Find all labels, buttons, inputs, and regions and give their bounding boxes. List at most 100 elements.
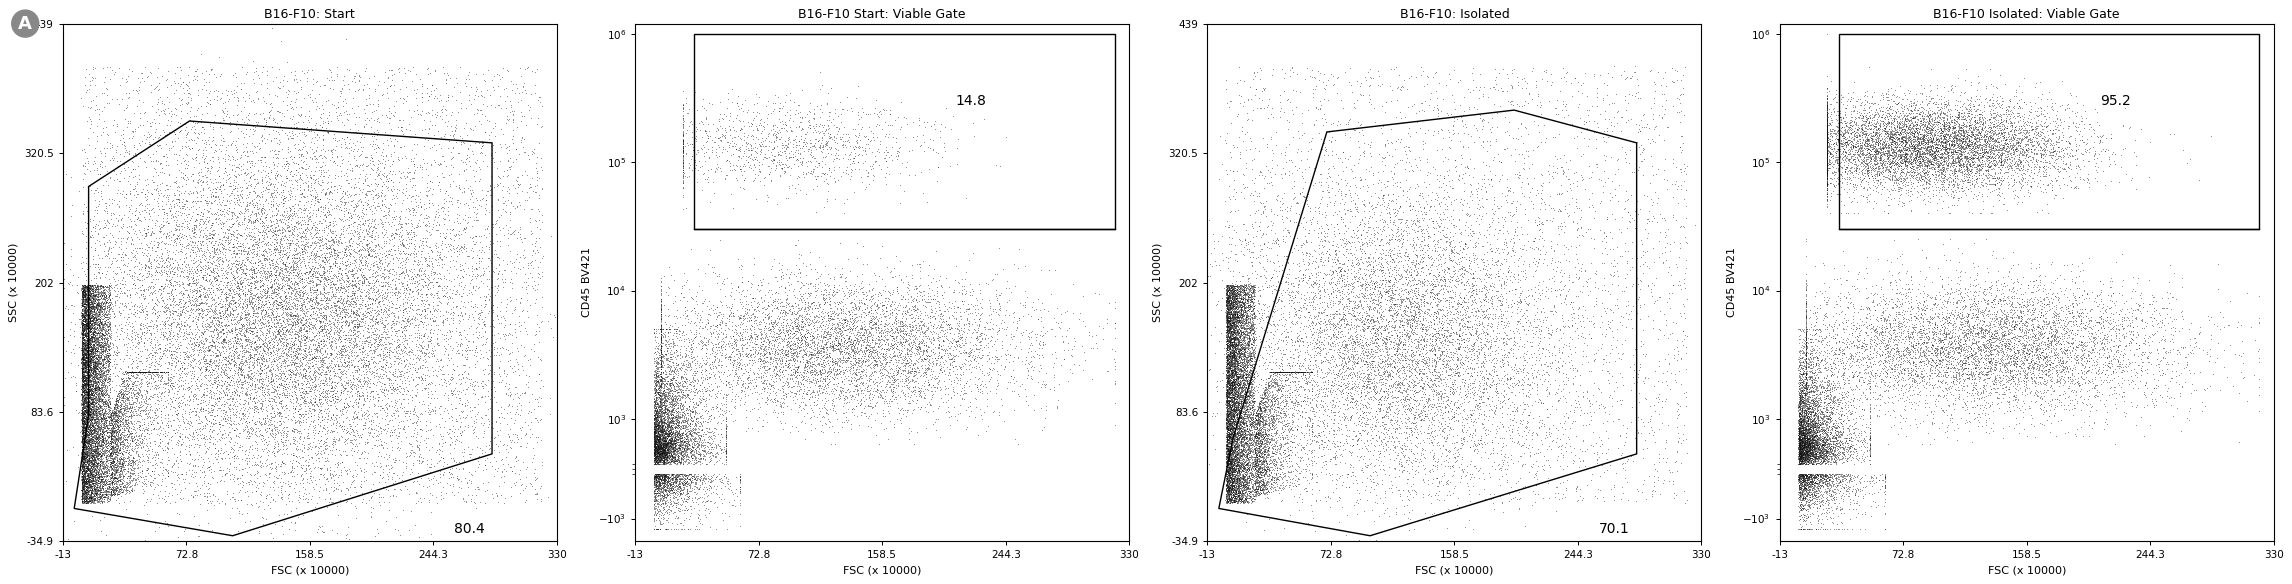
Point — [493, 309, 529, 318]
Point — [2122, 307, 2159, 316]
Point — [156, 178, 193, 187]
Point — [1210, 484, 1247, 493]
Point — [995, 365, 1031, 374]
Point — [1423, 356, 1460, 365]
Point — [1987, 342, 2024, 351]
Point — [1400, 288, 1437, 297]
Point — [66, 357, 103, 366]
Point — [87, 340, 124, 349]
Point — [1423, 215, 1460, 225]
Point — [949, 355, 986, 364]
Point — [1229, 376, 1265, 385]
Point — [635, 447, 672, 457]
Point — [1240, 408, 1277, 418]
Point — [254, 287, 291, 297]
Point — [1785, 481, 1822, 491]
Point — [1570, 274, 1607, 284]
Point — [1882, 130, 1918, 140]
Point — [183, 378, 220, 387]
Point — [722, 476, 759, 485]
Point — [94, 477, 131, 486]
Point — [87, 398, 124, 408]
Point — [1831, 378, 1868, 388]
Point — [183, 433, 220, 443]
Point — [66, 308, 103, 318]
Point — [1831, 440, 1868, 449]
Point — [158, 176, 195, 186]
Point — [1233, 287, 1270, 296]
Point — [1497, 144, 1533, 153]
Point — [1852, 349, 1889, 359]
Point — [1226, 433, 1263, 442]
Point — [335, 93, 371, 103]
Point — [1224, 290, 1261, 300]
Point — [231, 289, 268, 298]
Point — [165, 385, 202, 394]
Point — [637, 479, 674, 489]
Point — [1850, 134, 1886, 143]
Point — [908, 369, 944, 378]
Point — [1217, 356, 1254, 365]
Point — [644, 426, 681, 436]
Point — [1893, 144, 1930, 153]
Point — [307, 479, 344, 489]
Point — [1781, 444, 1818, 453]
Point — [1375, 249, 1412, 258]
Point — [83, 395, 119, 404]
Point — [87, 371, 124, 380]
Point — [176, 154, 213, 163]
Point — [1263, 329, 1300, 338]
Point — [635, 423, 672, 432]
Point — [76, 472, 112, 481]
Point — [1210, 460, 1247, 469]
Point — [1788, 313, 1824, 322]
Point — [1224, 427, 1261, 437]
Point — [1394, 359, 1430, 369]
Point — [667, 474, 704, 484]
Point — [1336, 397, 1373, 406]
Point — [1533, 436, 1570, 446]
Point — [229, 459, 266, 468]
Point — [266, 274, 303, 284]
Point — [850, 373, 887, 383]
Point — [1802, 459, 1838, 468]
Point — [688, 459, 724, 468]
Point — [101, 457, 138, 466]
Point — [2017, 347, 2054, 357]
Point — [1247, 466, 1284, 475]
Point — [332, 376, 369, 385]
Point — [635, 435, 672, 444]
Point — [351, 406, 387, 416]
Point — [1462, 265, 1499, 274]
Point — [642, 310, 678, 319]
Point — [1785, 325, 1822, 335]
Point — [1916, 175, 1953, 184]
Point — [1222, 436, 1258, 445]
Point — [1494, 378, 1531, 388]
Point — [176, 490, 213, 499]
Point — [1405, 336, 1442, 346]
Point — [1964, 163, 2001, 172]
Point — [337, 383, 374, 392]
Point — [181, 230, 218, 239]
Point — [69, 477, 105, 486]
Point — [213, 326, 250, 336]
Point — [1948, 415, 1985, 425]
Point — [1215, 408, 1251, 417]
Point — [642, 316, 678, 325]
Point — [1891, 116, 1928, 125]
Point — [1540, 395, 1577, 405]
Point — [841, 327, 878, 336]
Point — [678, 446, 715, 456]
Point — [92, 474, 128, 483]
Point — [442, 413, 479, 422]
Point — [435, 224, 472, 234]
Point — [853, 161, 889, 171]
Point — [195, 366, 231, 375]
Point — [1781, 470, 1818, 479]
Point — [69, 296, 105, 305]
Point — [80, 369, 117, 378]
Point — [722, 165, 759, 174]
Point — [1212, 304, 1249, 313]
Point — [270, 239, 307, 249]
